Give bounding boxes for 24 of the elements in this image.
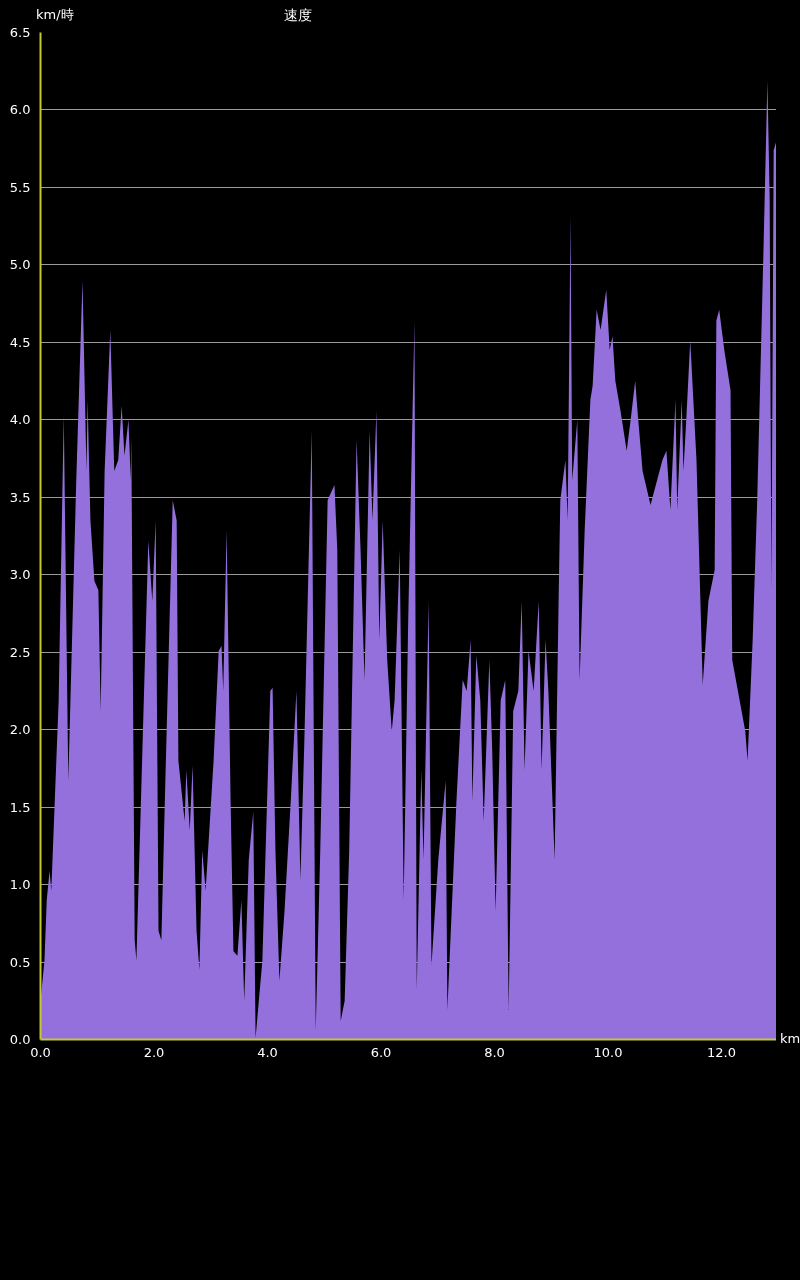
y-tick-label: 0.5 xyxy=(9,954,31,970)
y-tick-label: 6.0 xyxy=(9,102,31,118)
y-tick-label: 5.0 xyxy=(9,257,31,273)
y-tick-label: 6.5 xyxy=(9,25,31,40)
y-tick-label: 5.5 xyxy=(9,179,31,195)
y-tick-label: 4.0 xyxy=(9,412,31,428)
y-tick-label: 2.5 xyxy=(9,644,31,660)
x-tick-label: 4.0 xyxy=(257,1044,278,1060)
y-tick-label: 3.0 xyxy=(9,567,31,583)
x-tick-label: 8.0 xyxy=(484,1044,505,1060)
x-tick-label: 2.0 xyxy=(143,1044,165,1060)
x-tick-label: 0.0 xyxy=(30,1044,51,1060)
y-tick-label: 2.0 xyxy=(9,722,31,738)
x-tick-label: 6.0 xyxy=(370,1044,392,1060)
chart-title: 速度 xyxy=(284,6,312,25)
y-tick-label: 1.0 xyxy=(9,877,31,893)
y-axis-title: km/時 xyxy=(36,6,74,24)
x-tick-label: 12.0 xyxy=(706,1044,736,1060)
x-axis-title: km xyxy=(780,1030,800,1048)
y-tick-label: 0.0 xyxy=(9,1032,31,1047)
y-tick-label: 1.5 xyxy=(9,799,31,815)
y-tick-label: 3.5 xyxy=(9,489,31,505)
x-tick-label: 10.0 xyxy=(593,1044,623,1060)
y-tick-label: 4.5 xyxy=(9,334,31,350)
